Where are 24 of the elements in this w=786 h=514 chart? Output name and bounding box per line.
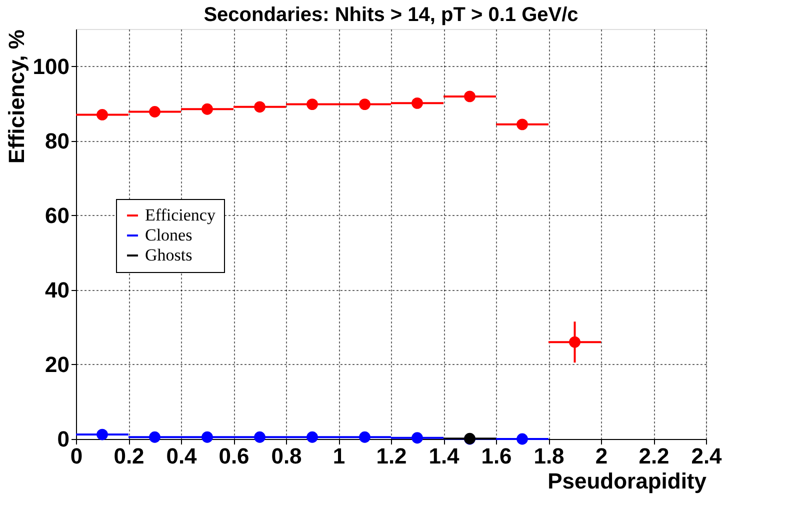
x-tick-label: 1.8 <box>534 444 564 468</box>
x-tick-label: 1 <box>332 444 346 468</box>
y-axis-title: Efficiency, % <box>4 30 29 164</box>
x-tick-label: 0.2 <box>114 444 144 468</box>
y-tick-label: 100 <box>32 54 70 79</box>
legend-label: Clones <box>145 226 192 244</box>
x-tick-label: 1.6 <box>481 444 512 468</box>
x-tick-label: 1.2 <box>376 444 407 468</box>
x-tick-label: 2 <box>595 444 608 468</box>
x-tick-label: 0.8 <box>271 444 302 468</box>
y-tick-label: 80 <box>45 128 70 154</box>
x-tick-label: 0.4 <box>166 444 198 468</box>
legend-label: Efficiency <box>145 206 216 224</box>
legend-label: Ghosts <box>145 246 192 264</box>
x-tick-label: 0.6 <box>218 444 250 468</box>
y-tick-label: 20 <box>45 352 70 377</box>
y-tick-label: 0 <box>57 426 70 452</box>
y-tick-label: 60 <box>45 202 70 228</box>
y-tick-label: 40 <box>45 277 70 302</box>
x-tick-label: 2.4 <box>691 444 723 468</box>
chart-title: Secondaries: Nhits > 14, pT > 0.1 GeV/c <box>204 4 578 26</box>
x-axis-title: Pseudorapidity <box>548 468 708 494</box>
x-tick-label: 2.2 <box>638 444 670 468</box>
x-tick-label: 1.4 <box>428 444 460 468</box>
